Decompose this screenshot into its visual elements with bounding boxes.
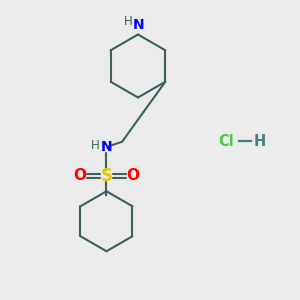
Text: O: O: [74, 168, 87, 183]
Text: Cl: Cl: [219, 134, 234, 148]
Text: H: H: [124, 15, 133, 28]
Text: N: N: [101, 140, 112, 154]
Text: S: S: [100, 167, 112, 184]
Text: O: O: [126, 168, 140, 183]
Text: H: H: [91, 139, 100, 152]
Text: N: N: [133, 18, 144, 32]
Text: H: H: [254, 134, 266, 148]
